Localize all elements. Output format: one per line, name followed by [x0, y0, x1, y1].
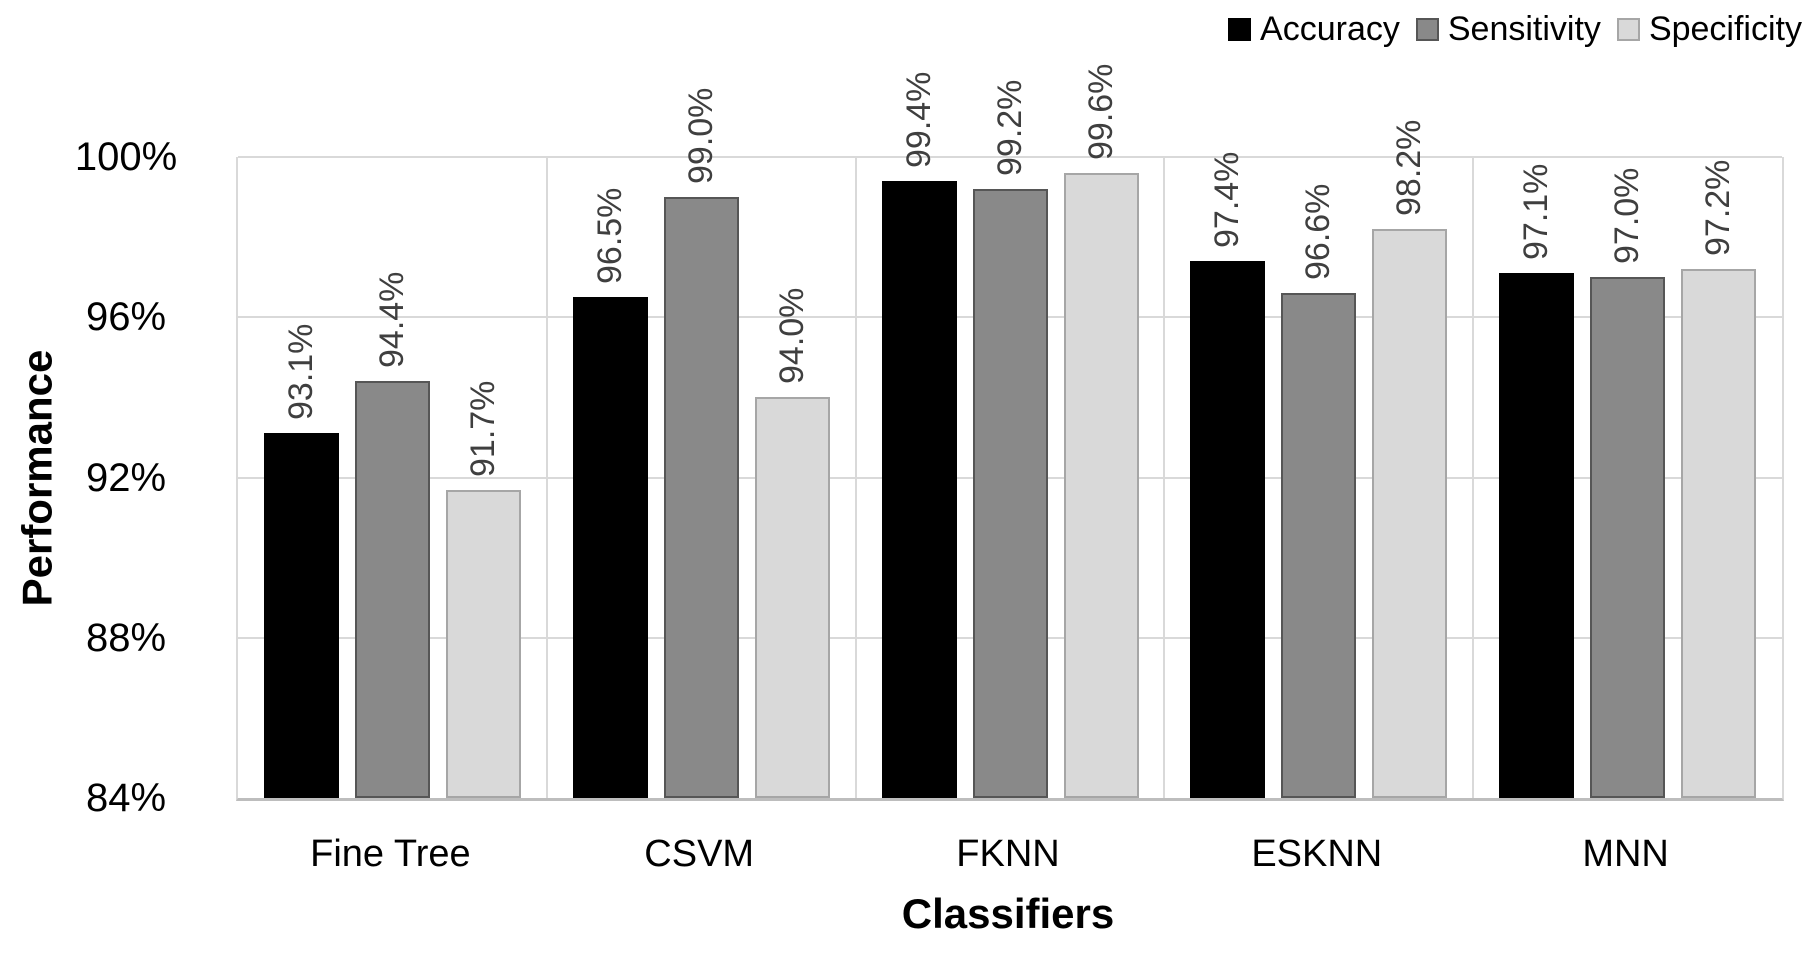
bar-specificity-mnn	[1681, 269, 1757, 798]
chart-legend: Accuracy Sensitivity Specificity	[1228, 10, 1802, 49]
y-tick-label-92: 92%	[85, 455, 167, 500]
data-label-accuracy-mnn: 97.1%	[1517, 163, 1556, 261]
bar-accuracy-fknn	[881, 181, 957, 798]
x-tick-label-esknn: ESKNN	[1251, 833, 1383, 875]
x-tick-label-fine-tree: Fine Tree	[310, 833, 471, 875]
y-tick-label-96: 96%	[85, 295, 167, 340]
x-tick-label-fknn: FKNN	[956, 833, 1060, 875]
plot-area: 93.1% 94.4% 91.7% 96.5% 99.0% 94.0% 99.4% 99.2%…	[236, 64, 1784, 801]
category-separator-line	[1472, 157, 1475, 798]
legend-item-sensitivity: Sensitivity	[1415, 10, 1601, 49]
data-label-accuracy-fknn: 99.4%	[899, 71, 938, 169]
data-label-sensitivity-fknn: 99.2%	[990, 79, 1029, 177]
bar-accuracy-fine-tree	[263, 433, 339, 798]
category-separator-line	[1163, 157, 1166, 798]
y-tick-label-100: 100%	[74, 135, 178, 179]
legend-item-specificity: Specificity	[1616, 10, 1802, 49]
bar-sensitivity-csvm	[663, 197, 739, 798]
data-label-specificity-fknn: 99.6%	[1081, 63, 1120, 161]
bar-accuracy-csvm	[572, 297, 648, 798]
legend-swatch-specificity-icon	[1616, 18, 1640, 41]
bar-specificity-fknn	[1063, 173, 1139, 798]
legend-swatch-sensitivity-icon	[1415, 18, 1439, 41]
bar-specificity-esknn	[1372, 229, 1448, 798]
bar-sensitivity-fknn	[972, 189, 1048, 798]
data-label-sensitivity-csvm: 99.0%	[681, 87, 720, 185]
gridline-100pct	[238, 156, 1782, 158]
bar-accuracy-mnn	[1499, 273, 1575, 798]
bar-accuracy-esknn	[1190, 261, 1266, 798]
bar-sensitivity-esknn	[1281, 293, 1357, 798]
legend-label-sensitivity: Sensitivity	[1447, 10, 1601, 48]
data-label-specificity-mnn: 97.2%	[1699, 159, 1738, 257]
bar-sensitivity-fine-tree	[354, 381, 430, 798]
data-label-sensitivity-esknn: 96.6%	[1299, 183, 1338, 281]
x-tick-label-csvm: CSVM	[644, 833, 755, 875]
bar-specificity-csvm	[754, 397, 830, 798]
data-label-specificity-fine-tree: 91.7%	[463, 380, 502, 477]
x-axis-title: Classifiers	[901, 890, 1115, 937]
x-tick-label-mnn: MNN	[1582, 833, 1669, 875]
category-separator-line	[854, 157, 857, 798]
category-separator-line	[545, 157, 548, 798]
data-label-specificity-esknn: 98.2%	[1390, 119, 1429, 217]
data-label-specificity-csvm: 94.0%	[772, 287, 811, 385]
data-label-sensitivity-mnn: 97.0%	[1608, 167, 1647, 265]
data-label-sensitivity-fine-tree: 94.4%	[372, 271, 411, 369]
y-tick-label-88: 88%	[85, 615, 167, 660]
data-label-accuracy-esknn: 97.4%	[1208, 151, 1247, 249]
bar-specificity-fine-tree	[445, 489, 521, 798]
legend-item-accuracy: Accuracy	[1228, 10, 1400, 49]
legend-label-specificity: Specificity	[1648, 10, 1802, 48]
y-tick-label-84: 84%	[85, 776, 167, 820]
bar-sensitivity-mnn	[1590, 277, 1666, 798]
data-label-accuracy-fine-tree: 93.1%	[281, 324, 320, 421]
legend-label-accuracy: Accuracy	[1260, 10, 1400, 48]
legend-swatch-accuracy-icon	[1228, 18, 1252, 41]
data-label-accuracy-csvm: 96.5%	[590, 187, 629, 285]
